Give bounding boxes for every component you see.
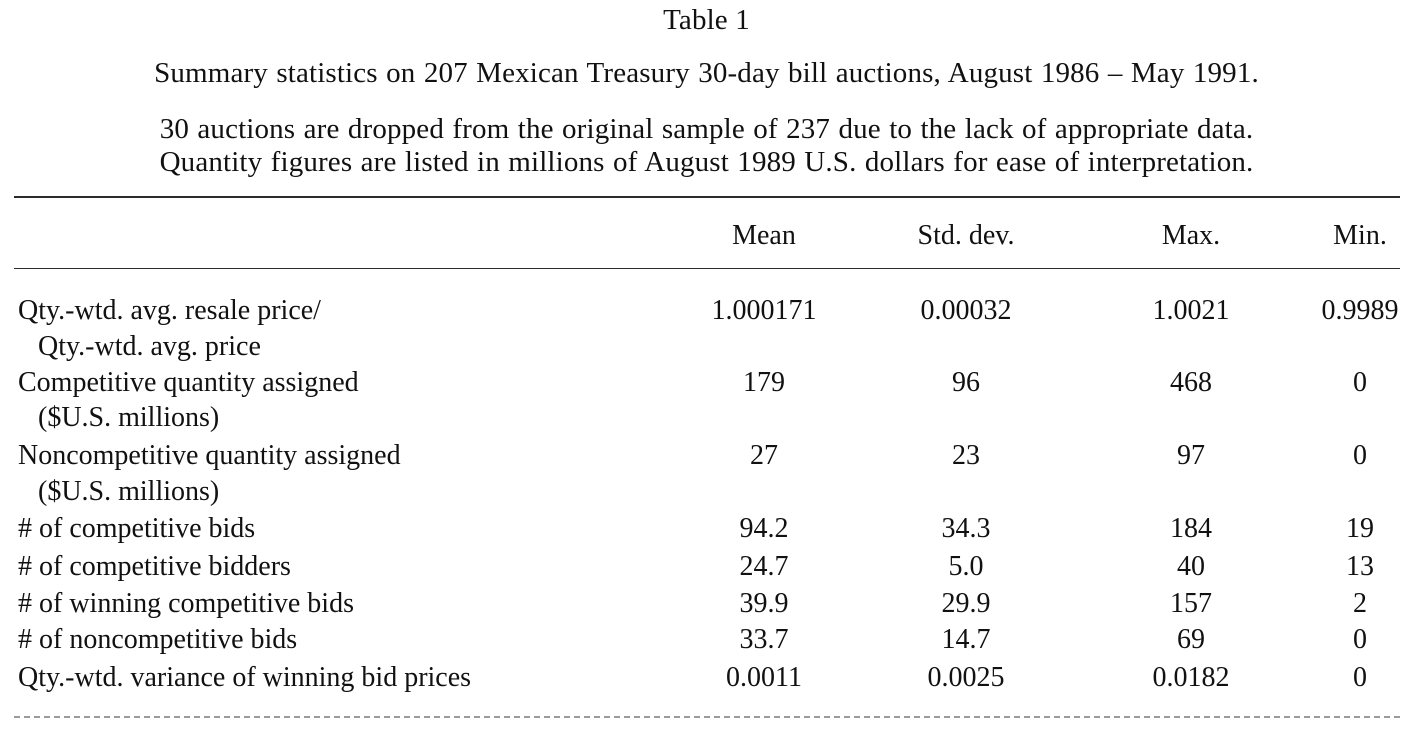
- cell-mean: 1.000171: [711, 295, 817, 326]
- cell-mean: 0.0011: [726, 662, 802, 693]
- column-header-max: Max.: [1161, 220, 1221, 251]
- cell-max: 184: [1170, 513, 1212, 544]
- table-caption: Summary statistics on 207 Mexican Treasu…: [154, 57, 1259, 89]
- table-title: Table 1: [663, 4, 750, 36]
- cell-min: 13: [1346, 551, 1374, 582]
- cell-max: 468: [1170, 367, 1212, 398]
- row-label: # of winning competitive bids: [18, 588, 354, 619]
- cell-std-dev: 34.3: [941, 513, 991, 544]
- column-header-mean: Mean: [732, 220, 796, 251]
- row-sublabel: Qty.-wtd. avg. price: [38, 331, 261, 362]
- row-label: Qty.-wtd. avg. resale price/: [18, 295, 321, 326]
- row-sublabel: ($U.S. millions): [38, 476, 220, 507]
- cell-std-dev: 0.00032: [920, 295, 1012, 326]
- row-label: # of competitive bids: [18, 513, 256, 544]
- cell-min: 2: [1353, 588, 1367, 619]
- cell-min: 0: [1353, 367, 1367, 398]
- cell-max: 0.0182: [1152, 662, 1230, 693]
- table-note-line-1: 30 auctions are dropped from the origina…: [159, 113, 1254, 145]
- top-rule: [14, 196, 1400, 198]
- row-label: Noncompetitive quantity assigned: [18, 440, 401, 471]
- column-header-std-dev: Std. dev.: [917, 220, 1015, 251]
- cell-max: 97: [1177, 440, 1205, 471]
- cell-std-dev: 29.9: [941, 588, 991, 619]
- row-label: Competitive quantity assigned: [18, 367, 359, 398]
- cell-min: 19: [1346, 513, 1374, 544]
- cell-std-dev: 5.0: [948, 551, 984, 582]
- cell-max: 69: [1177, 624, 1205, 655]
- cell-mean: 33.7: [739, 624, 789, 655]
- cell-min: 0: [1353, 624, 1367, 655]
- column-header-min: Min.: [1333, 220, 1387, 251]
- cell-std-dev: 14.7: [941, 624, 991, 655]
- cell-mean: 24.7: [739, 551, 789, 582]
- cell-mean: 94.2: [739, 513, 789, 544]
- cell-min: 0: [1353, 662, 1367, 693]
- header-rule: [14, 268, 1400, 269]
- cell-max: 40: [1177, 551, 1205, 582]
- row-label: Qty.-wtd. variance of winning bid prices: [18, 662, 472, 693]
- cell-max: 157: [1170, 588, 1212, 619]
- bottom-rule: [14, 716, 1400, 718]
- row-label: # of competitive bidders: [18, 551, 291, 582]
- cell-min: 0.9989: [1321, 295, 1399, 326]
- cell-std-dev: 0.0025: [927, 662, 1005, 693]
- cell-max: 1.0021: [1152, 295, 1230, 326]
- cell-std-dev: 96: [952, 367, 980, 398]
- cell-std-dev: 23: [952, 440, 980, 471]
- cell-mean: 179: [743, 367, 785, 398]
- row-label: # of noncompetitive bids: [18, 624, 298, 655]
- row-sublabel: ($U.S. millions): [38, 402, 220, 433]
- cell-mean: 27: [750, 440, 778, 471]
- cell-mean: 39.9: [739, 588, 789, 619]
- cell-min: 0: [1353, 440, 1367, 471]
- table-note-line-2: Quantity figures are listed in millions …: [159, 146, 1254, 178]
